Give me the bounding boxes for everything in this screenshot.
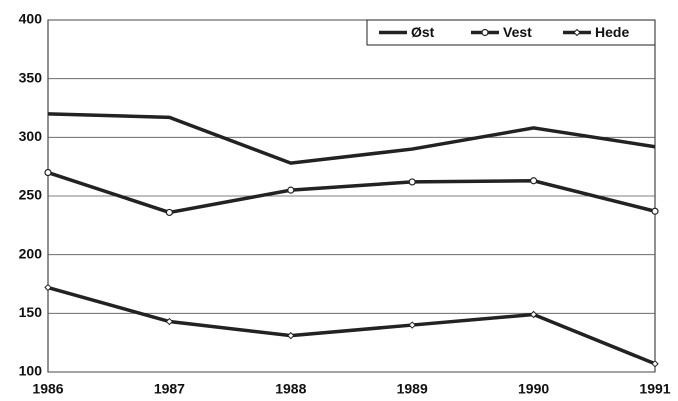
point (165, 317, 174, 326)
point (44, 168, 52, 177)
y-tick-label: 100 (19, 363, 43, 379)
x-tick-label: 1988 (275, 381, 306, 397)
point (529, 177, 538, 185)
legend-label: Vest (503, 24, 532, 40)
point (651, 360, 659, 368)
point (529, 310, 538, 319)
point (408, 178, 416, 186)
legend-label: Hede (595, 24, 629, 40)
x-tick-label: 1987 (154, 381, 185, 397)
y-tick-label: 300 (19, 128, 43, 144)
y-tick-label: 200 (19, 245, 43, 261)
legend-label: Øst (411, 24, 435, 40)
y-tick-label: 250 (19, 187, 43, 203)
point (481, 28, 489, 37)
point (44, 283, 52, 292)
series-line (47, 112, 656, 165)
x-tick-label: 1986 (32, 381, 63, 397)
point (651, 207, 659, 215)
point (165, 208, 173, 217)
point (287, 186, 295, 194)
series-line (47, 170, 656, 215)
x-tick-label: 1989 (397, 381, 428, 397)
point (287, 331, 295, 340)
y-tick-label: 150 (19, 304, 43, 320)
x-tick-label: 1991 (639, 381, 670, 397)
y-tick-label: 350 (19, 69, 43, 85)
x-tick-label: 1990 (518, 381, 549, 397)
series-line (47, 285, 656, 366)
point (573, 28, 581, 37)
point (408, 321, 416, 329)
y-tick-label: 400 (19, 11, 43, 27)
legend-box (366, 19, 656, 46)
